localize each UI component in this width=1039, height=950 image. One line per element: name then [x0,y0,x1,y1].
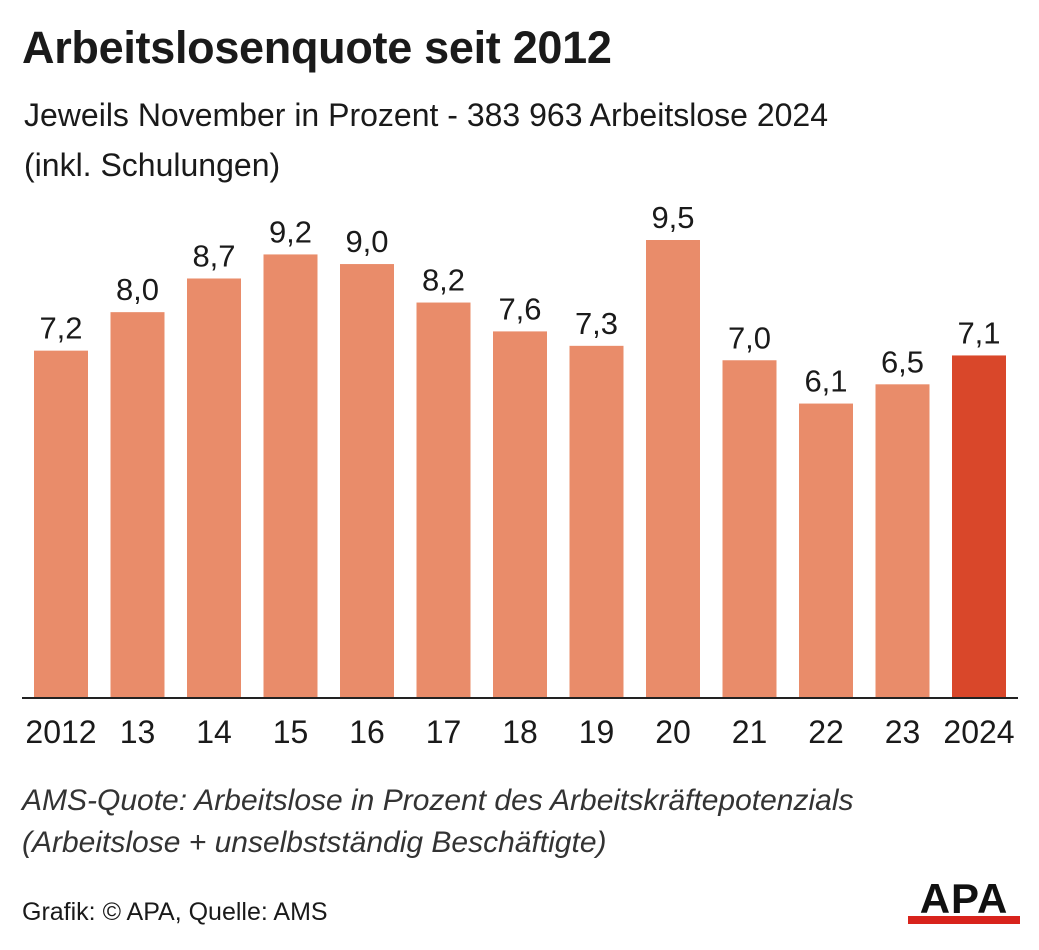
chart-title: Arbeitslosenquote seit 2012 [22,22,612,73]
x-tick-label-22: 22 [808,714,844,750]
apa-logo-text: APA [919,875,1009,922]
value-label-16: 9,0 [345,224,388,259]
bar-16 [340,264,394,697]
x-tick-label-2012: 2012 [25,714,96,750]
x-tick-label-2024: 2024 [943,714,1014,750]
bar-17 [416,302,471,697]
x-tick-label-19: 19 [579,714,615,750]
bar-2024 [952,355,1006,697]
apa-logo: APA [908,875,1020,928]
value-label-2012: 7,2 [39,311,82,346]
bar-18 [493,331,547,697]
chart-subtitle: Jeweils November in Prozent - 383 963 Ar… [24,90,828,190]
value-label-18: 7,6 [498,291,541,326]
value-label-19: 7,3 [575,306,618,341]
value-label-20: 9,5 [651,200,694,235]
value-label-21: 7,0 [728,320,771,355]
bar-20 [646,240,700,697]
value-label-23: 6,5 [881,344,924,379]
subtitle-line-2: (inkl. Schulungen) [24,147,281,183]
x-tick-label-20: 20 [655,714,691,750]
note-line-1: AMS-Quote: Arbeitslose in Prozent des Ar… [22,784,854,817]
value-label-17: 8,2 [422,263,465,298]
value-label-15: 9,2 [269,214,312,249]
source-credit: Grafik: © APA, Quelle: AMS [22,898,328,926]
chart-note: AMS-Quote: Arbeitslose in Prozent des Ar… [22,780,854,864]
x-tick-label-23: 23 [885,714,921,750]
x-tick-label-17: 17 [426,714,462,750]
bar-22 [799,403,853,697]
subtitle-line-1: Jeweils November in Prozent - 383 963 Ar… [24,97,828,133]
x-tick-label-18: 18 [502,714,538,750]
value-label-14: 8,7 [192,238,235,273]
x-tick-label-16: 16 [349,714,385,750]
bar-2012 [34,350,88,697]
note-line-2: (Arbeitslose + unselbstständig Beschäfti… [22,826,607,859]
bar-14 [187,278,241,697]
x-tick-label-14: 14 [196,714,232,750]
apa-logo-bar [908,916,1020,924]
value-label-22: 6,1 [804,364,847,399]
value-label-2024: 7,1 [957,315,1000,350]
bar-chart: 7,2 2012 8,0 13 8,7 14 9,2 15 9,0 16 8,2 17 7,6 18 7,3… [22,200,1018,750]
x-tick-label-13: 13 [120,714,156,750]
value-label-13: 8,0 [116,272,159,307]
x-tick-label-15: 15 [273,714,309,750]
x-tick-label-21: 21 [732,714,768,750]
bar-21 [722,360,777,697]
bar-23 [875,384,930,697]
bar-19 [569,345,624,697]
bar-15 [263,254,318,697]
bar-13 [110,312,165,697]
